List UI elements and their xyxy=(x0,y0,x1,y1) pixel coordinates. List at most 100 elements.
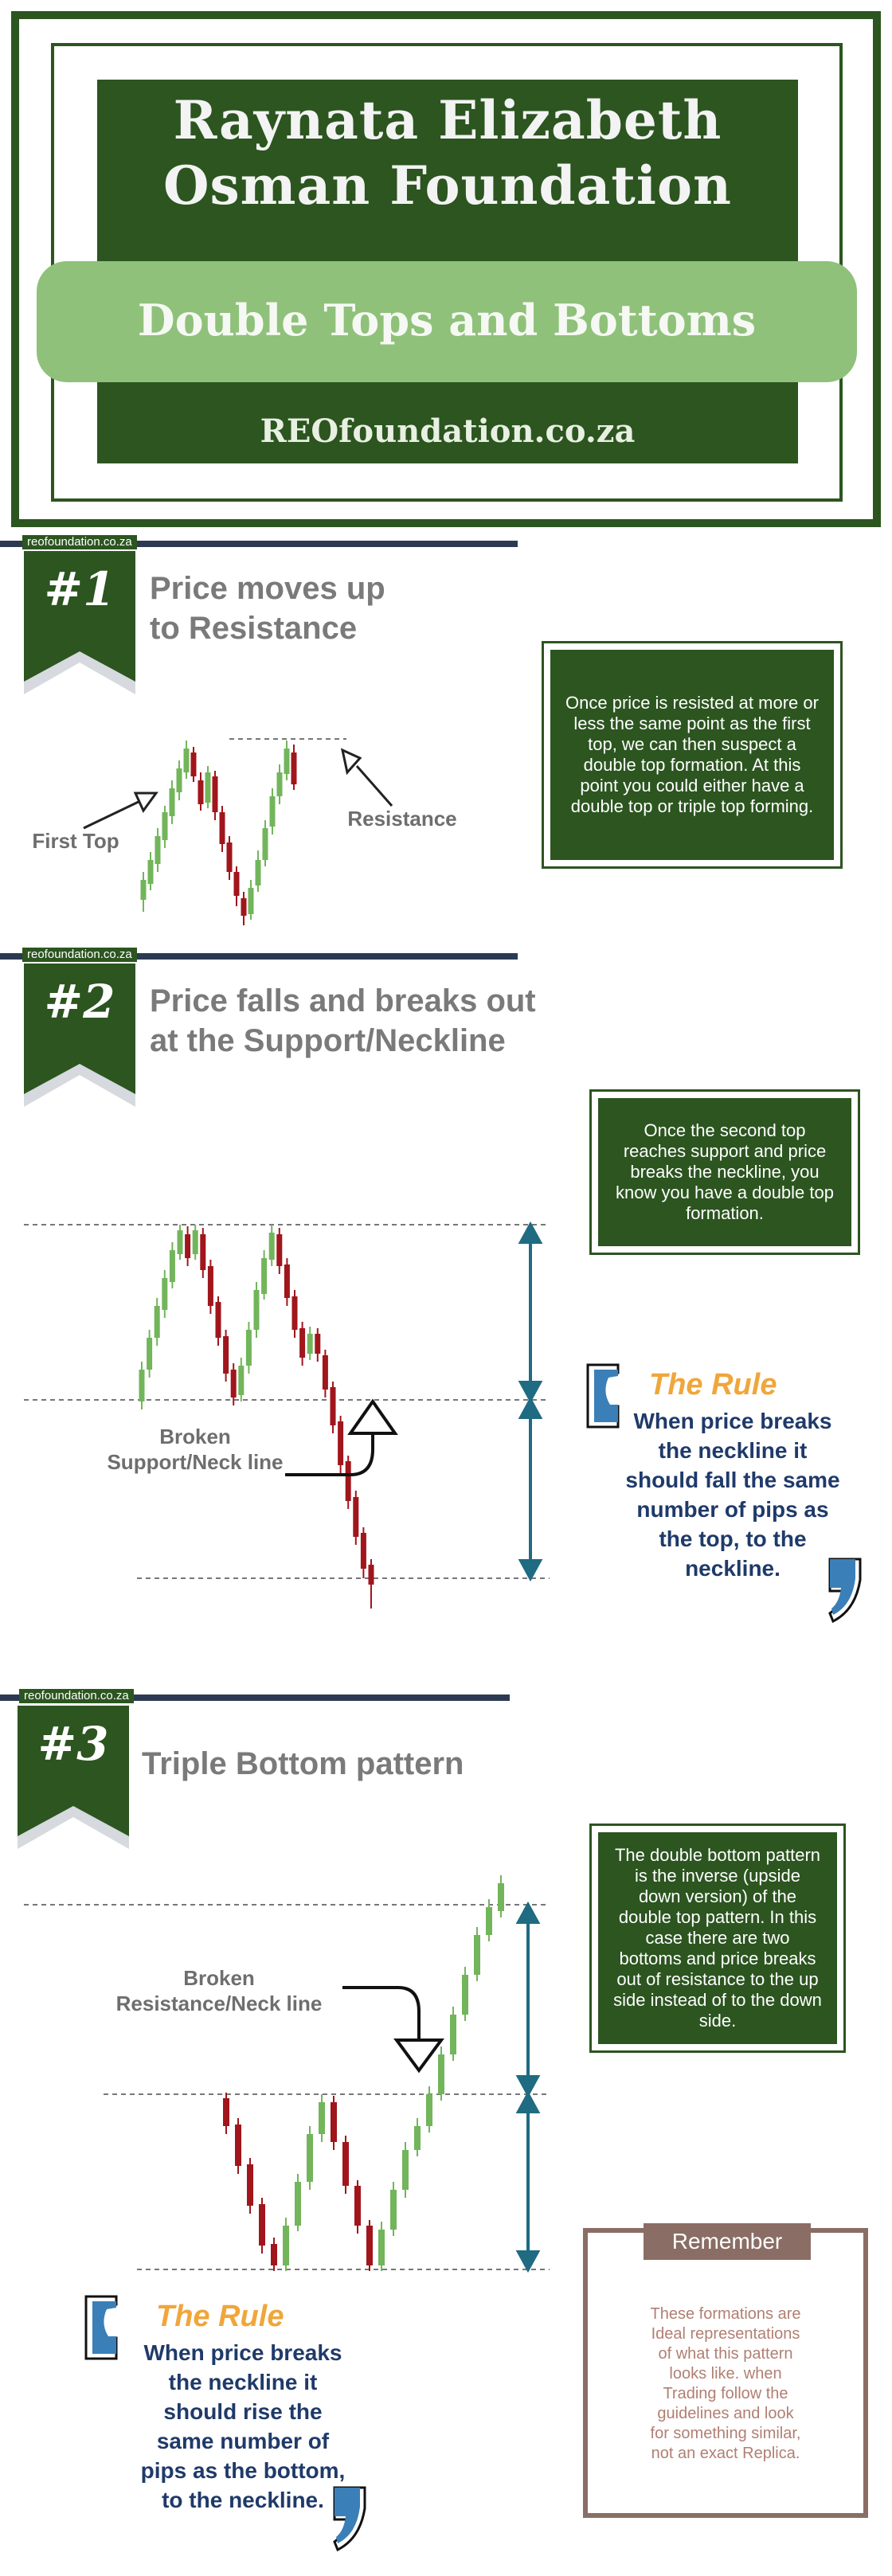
broken-resistance-arrow xyxy=(342,1986,421,2040)
candle xyxy=(139,1370,145,1401)
section1-site-label: reofoundation.co.za xyxy=(22,535,137,549)
candle xyxy=(248,888,254,914)
candle xyxy=(414,2126,421,2150)
section1-info-box: Once price is resisted at more or less t… xyxy=(542,641,843,869)
section3-chart xyxy=(24,1875,550,2273)
candle xyxy=(345,1461,351,1501)
section1-ribbon-badge xyxy=(24,551,135,694)
broken-support-label-line1: Broken xyxy=(159,1425,231,1448)
section2-info-box: Once the second top reaches support and … xyxy=(589,1089,860,1255)
section1-title-line2: to Resistance xyxy=(150,611,358,646)
rule2-line: When price breaks xyxy=(633,1409,832,1433)
page-title-line2: Osman Foundation xyxy=(163,154,732,217)
candle xyxy=(215,1302,221,1338)
remember-line: Trading follow the xyxy=(663,2385,788,2402)
candle xyxy=(155,836,161,864)
section3-site-label: reofoundation.co.za xyxy=(19,1689,134,1703)
section2-rule-text: When price breaks the neckline it should… xyxy=(621,1406,844,1583)
section3-rule xyxy=(0,1695,510,1701)
candle xyxy=(190,752,197,776)
subtitle-banner xyxy=(37,261,857,382)
measure-arrow-top xyxy=(518,1221,543,1404)
first-top-arrow-head xyxy=(133,792,158,813)
candle xyxy=(338,1421,344,1465)
candle xyxy=(315,1334,321,1354)
candle xyxy=(140,880,147,900)
candle xyxy=(192,1230,198,1254)
rule3-line: should rise the xyxy=(163,2399,323,2424)
section1-number: #1 xyxy=(44,562,115,616)
section3-ribbon-badge xyxy=(18,1706,129,1849)
broken-resistance-arrow-head xyxy=(393,2039,444,2074)
candle xyxy=(253,1290,260,1330)
remember-tag: Remember xyxy=(644,2223,811,2260)
candle xyxy=(162,1278,168,1310)
broken-resistance-label-line2: Resistance/Neck line xyxy=(115,1992,323,2015)
candle xyxy=(245,1330,252,1366)
measure-arrow-bottom xyxy=(515,2090,541,2273)
section2-title-line2: at the Support/Neckline xyxy=(150,1023,506,1058)
section2-site-label: reofoundation.co.za xyxy=(22,948,137,962)
header-url: REOfoundation.co.za xyxy=(260,412,636,450)
candle xyxy=(342,2142,349,2186)
candle xyxy=(283,2226,289,2265)
candle xyxy=(205,772,211,803)
candle xyxy=(299,1328,306,1358)
candle xyxy=(284,1265,290,1298)
candle xyxy=(450,2015,456,2054)
section3-title: Triple Bottom pattern xyxy=(142,1746,464,1781)
section1-title-line1: Price moves up xyxy=(150,571,385,606)
rule3-line: When price breaks xyxy=(143,2340,342,2365)
rule3-line: the neckline it xyxy=(168,2370,318,2394)
candle xyxy=(207,1266,213,1306)
open-quote-icon xyxy=(84,2295,118,2360)
section1-rule xyxy=(0,541,518,547)
candle xyxy=(185,1234,191,1258)
remember-line: for something similar, xyxy=(650,2425,801,2442)
section3-info-text: The double bottom pattern is the inverse… xyxy=(598,1832,837,2044)
section3-rule-text: When price breaks the neckline it should… xyxy=(127,2338,358,2515)
broken-support-label-line2: Support/Neck line xyxy=(107,1450,284,1474)
candle xyxy=(269,796,276,827)
resistance-label: Resistance xyxy=(347,807,457,831)
remember-line: looks like. when xyxy=(669,2365,782,2383)
resistance-arrow-head xyxy=(340,748,362,776)
rule2-line: the neckline it xyxy=(658,1438,808,1463)
candle xyxy=(259,2204,265,2246)
candle xyxy=(262,828,268,860)
section2-chart xyxy=(24,1221,550,1609)
candle xyxy=(474,1935,480,1975)
close-quote-icon xyxy=(828,1558,862,1624)
section2-info-text: Once the second top reaches support and … xyxy=(598,1098,851,1246)
candle xyxy=(223,2098,229,2126)
section2-rule-title: The Rule xyxy=(649,1368,777,1401)
header-outer-frame xyxy=(11,11,881,527)
candle xyxy=(307,2134,313,2182)
candle xyxy=(200,1234,206,1270)
candle xyxy=(176,768,182,792)
candle xyxy=(238,1366,245,1395)
remember-line: not an exact Replica. xyxy=(651,2445,800,2462)
candle xyxy=(169,1250,175,1282)
rule2-line: should fall the same xyxy=(625,1468,840,1492)
candle xyxy=(169,788,175,816)
candle xyxy=(360,1533,366,1569)
candle xyxy=(438,2054,444,2094)
candle xyxy=(330,1387,336,1425)
remember-text: These formations are Ideal representatio… xyxy=(605,2304,846,2464)
section1-chart xyxy=(83,738,393,925)
page-subtitle: Double Tops and Bottoms xyxy=(137,295,757,346)
candle xyxy=(295,2182,301,2226)
first-top-arrow xyxy=(83,799,143,830)
candle xyxy=(261,1258,268,1294)
rule2-line: the top, to the xyxy=(659,1526,807,1551)
rule3-line: same number of xyxy=(156,2429,330,2453)
candle xyxy=(177,1230,183,1254)
measure-arrow-top xyxy=(515,1901,541,2098)
candle xyxy=(331,2102,337,2142)
candle xyxy=(255,860,261,885)
section2-title-line1: Price falls and breaks out xyxy=(150,983,536,1018)
section2-title: Price falls and breaks out at the Suppor… xyxy=(150,981,564,1061)
candle xyxy=(235,2125,241,2166)
candle xyxy=(276,772,283,796)
